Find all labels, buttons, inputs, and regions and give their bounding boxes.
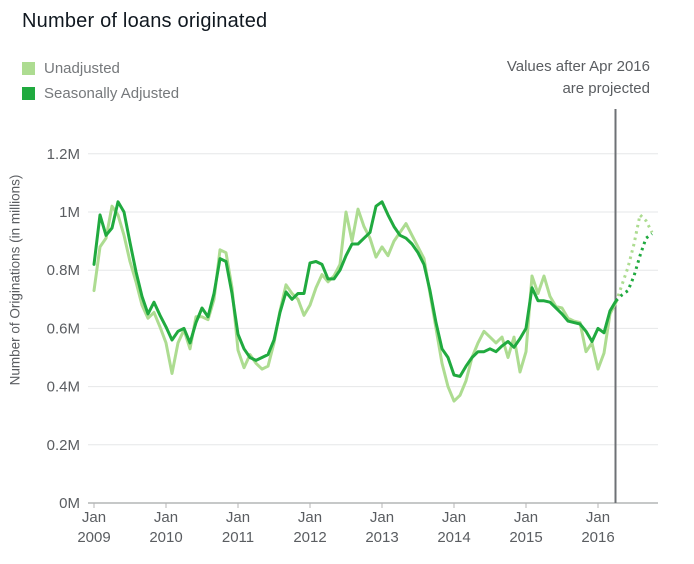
x-tick-label-year: 2014 [437, 529, 470, 546]
x-tick-label-year: 2015 [509, 529, 542, 546]
chart-legend: Unadjusted Seasonally Adjusted [22, 60, 179, 110]
x-tick-label-month: Jan [514, 509, 538, 526]
legend-label-seasonally-adjusted: Seasonally Adjusted [44, 85, 180, 102]
x-tick-label-month: Jan [370, 509, 394, 526]
x-tick-label-year: 2010 [149, 529, 182, 546]
y-tick-label: 0.8M [47, 262, 80, 279]
x-tick-label-month: Jan [442, 509, 466, 526]
x-tick-label-year: 2016 [581, 529, 614, 546]
x-tick-label-month: Jan [586, 509, 610, 526]
y-tick-label: 0.2M [47, 437, 80, 454]
series-line-unadjusted [92, 204, 618, 403]
x-tick-label-month: Jan [154, 509, 178, 526]
y-tick-label: 1.2M [47, 146, 80, 163]
projection-annotation: Values after Apr 2016 are projected [507, 56, 650, 100]
x-tick-label-month: Jan [298, 509, 322, 526]
x-tick-label-year: 2012 [293, 529, 326, 546]
page-title: Number of loans originated [22, 10, 268, 32]
series-projected-line-seasonally-adjusted [614, 232, 653, 302]
x-tick-label-month: Jan [82, 509, 106, 526]
legend-item-unadjusted: Unadjusted [22, 60, 179, 77]
x-tick-label-year: 2013 [365, 529, 398, 546]
x-tick-label-year: 2011 [222, 529, 254, 546]
legend-item-seasonally-adjusted: Seasonally Adjusted [22, 85, 179, 102]
legend-label-unadjusted: Unadjusted [44, 60, 120, 77]
y-tick-label: 0.4M [47, 379, 80, 396]
x-tick-label-year: 2009 [77, 529, 110, 546]
series-projected-line-unadjusted [614, 213, 654, 303]
legend-swatch-seasonally-adjusted-icon [22, 87, 35, 100]
series-line-seasonally-adjusted [92, 200, 618, 378]
y-tick-label: 0.6M [47, 320, 80, 337]
y-tick-label: 1M [59, 204, 80, 221]
projection-annotation-line1: Values after Apr 2016 [506, 58, 650, 75]
projection-annotation-line2: are projected [562, 80, 650, 97]
y-tick-label: 0M [59, 495, 80, 512]
legend-swatch-unadjusted-icon [22, 62, 35, 75]
x-tick-label-month: Jan [226, 509, 250, 526]
